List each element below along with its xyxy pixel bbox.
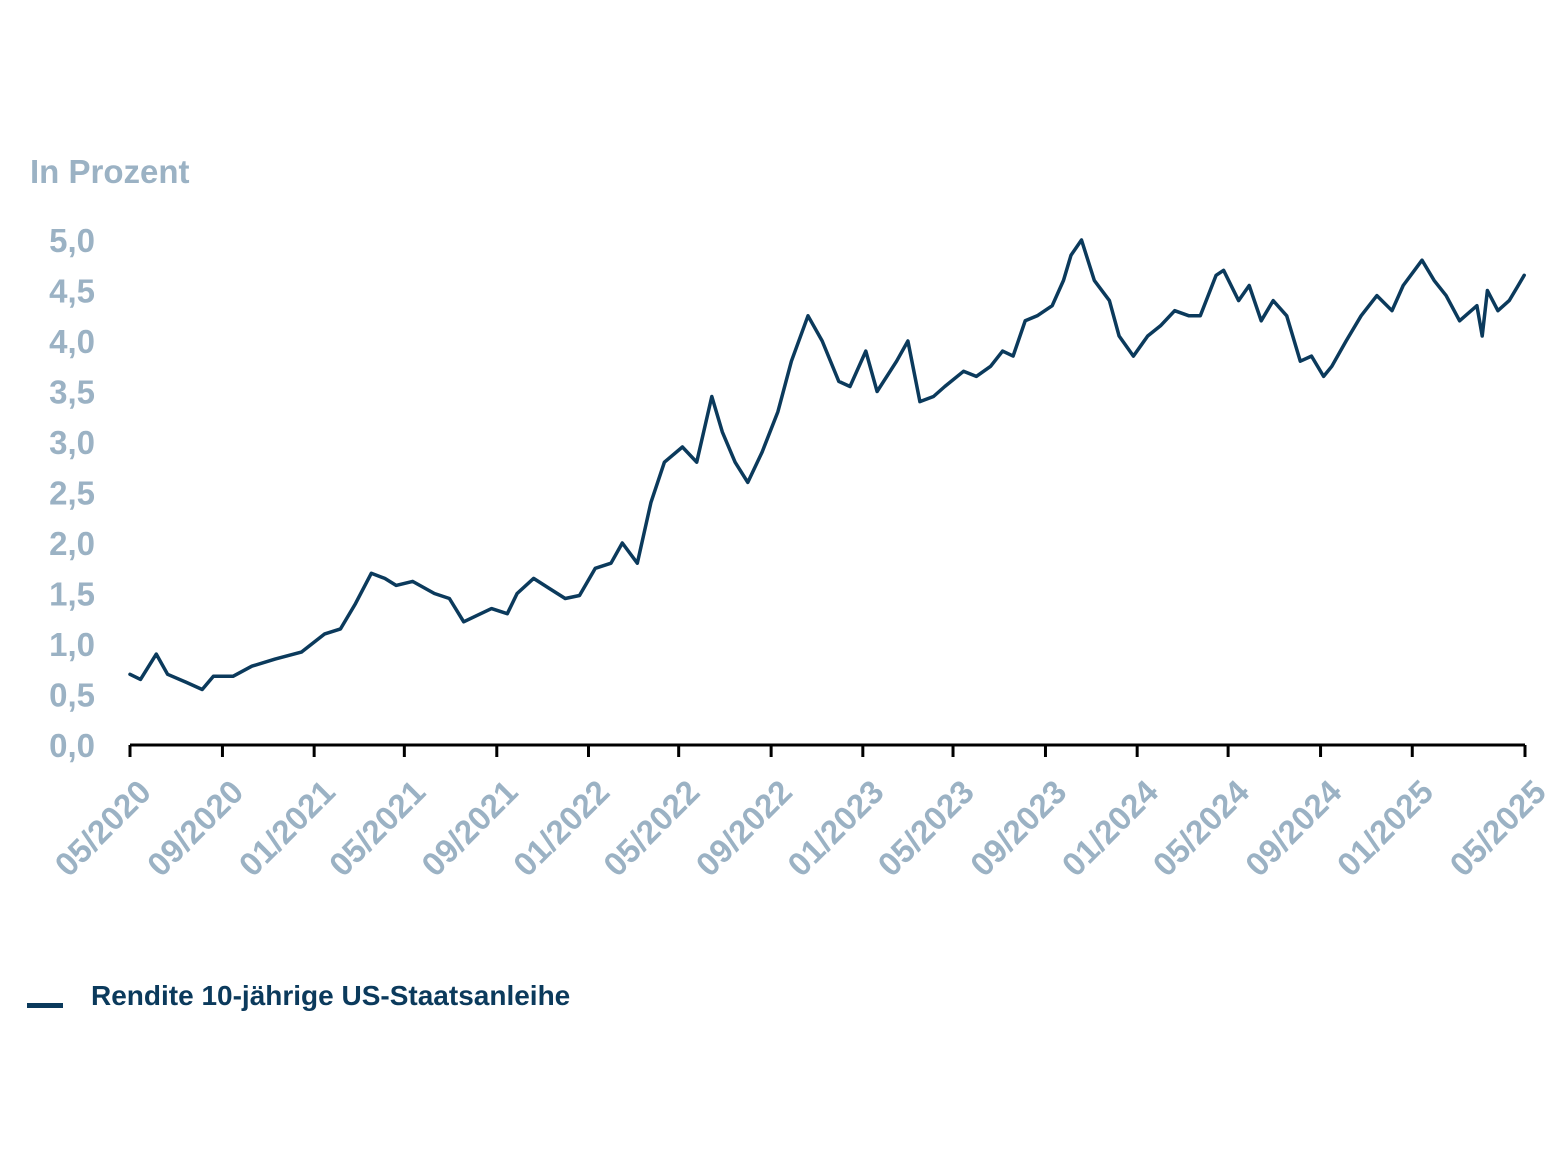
series-group: [128, 238, 1526, 692]
y-tick-label: 4,5: [49, 273, 95, 310]
x-tick-label: 05/2022: [596, 773, 707, 884]
legend: Rendite 10-jährige US-Staatsanleihe: [27, 980, 570, 1012]
y-tick-labels: 0,0 0,5 1,0 1,5 2,0 2,5 3,0 3,5 4,0 4,5 5,0: [49, 222, 95, 764]
x-tick-label: 05/2024: [1146, 772, 1257, 883]
y-axis-unit-label: In Prozent: [30, 153, 190, 190]
x-tick-labels: 05/202009/202001/202105/202109/202101/20…: [47, 772, 1553, 883]
x-tick-label: 09/2022: [689, 773, 800, 884]
x-tick-label: 09/2020: [140, 773, 251, 884]
y-tick-label: 1,0: [49, 626, 95, 663]
x-tick-label: 09/2023: [963, 773, 1074, 884]
y-tick-label: 1,5: [49, 576, 95, 613]
legend-label: Rendite 10-jährige US-Staatsanleihe: [91, 980, 571, 1011]
x-tick-label: 05/2020: [47, 773, 158, 884]
x-tick-label: 01/2023: [780, 773, 891, 884]
x-tick-label: 05/2021: [322, 773, 433, 884]
y-tick-label: 2,0: [49, 525, 95, 562]
series-line: [128, 238, 1526, 692]
x-tick-label: 09/2024: [1238, 772, 1349, 883]
y-tick-label: 5,0: [49, 222, 95, 259]
y-tick-label: 3,5: [49, 374, 95, 411]
y-tick-label: 0,5: [49, 677, 95, 714]
x-tick-label: 01/2024: [1055, 772, 1166, 883]
x-tick-label: 01/2022: [506, 773, 617, 884]
x-tick-label: 09/2021: [414, 773, 525, 884]
y-tick-label: 2,5: [49, 475, 95, 512]
x-tick-label: 01/2025: [1330, 773, 1441, 884]
y-tick-label: 3,0: [49, 424, 95, 461]
x-tick-label: 01/2021: [232, 773, 343, 884]
x-axis: [128, 743, 1527, 757]
y-tick-label: 0,0: [49, 727, 95, 764]
legend-swatch: [27, 1002, 63, 1008]
y-tick-label: 4,0: [49, 323, 95, 360]
x-tick-label: 05/2025: [1442, 773, 1553, 884]
x-tick-label: 05/2023: [870, 773, 981, 884]
